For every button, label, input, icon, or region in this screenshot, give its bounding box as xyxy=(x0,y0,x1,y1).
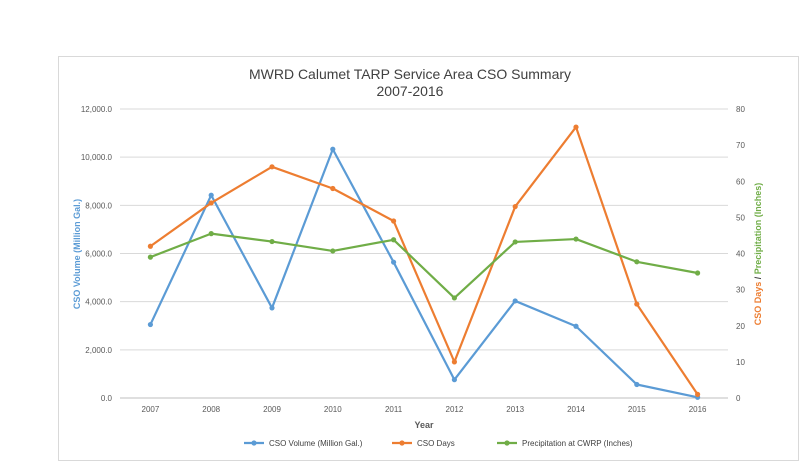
left-tick-label: 6,000.0 xyxy=(85,250,112,259)
x-tick-label: 2011 xyxy=(385,405,403,414)
data-point xyxy=(147,321,153,328)
right-axis-label-precip: Precipitation (Inches) xyxy=(753,183,763,275)
left-axis-label: CSO Volume (Million Gal.) xyxy=(72,199,82,309)
x-tick-label: 2009 xyxy=(263,405,281,414)
left-tick-label: 12,000.0 xyxy=(81,105,113,114)
right-tick-label: 70 xyxy=(736,141,745,150)
legend-marker xyxy=(251,440,257,446)
data-point xyxy=(391,237,397,243)
legend-marker xyxy=(504,440,510,446)
data-point xyxy=(330,146,336,152)
series-line-2 xyxy=(150,232,698,300)
series-line-1 xyxy=(149,125,699,396)
data-point xyxy=(451,359,457,365)
data-point xyxy=(147,243,153,249)
chart-title: MWRD Calumet TARP Service Area CSO Summa… xyxy=(249,66,571,82)
right-tick-label: 20 xyxy=(736,322,745,331)
series-lines xyxy=(147,124,701,400)
data-point xyxy=(269,305,275,311)
right-axis-label: CSO Days / Precipitation (Inches) xyxy=(753,183,763,326)
data-point xyxy=(451,377,457,383)
legend-label: Precipitation at CWRP (Inches) xyxy=(522,439,633,448)
x-tick-label: 2008 xyxy=(202,405,220,414)
gridlines xyxy=(120,108,728,351)
data-point xyxy=(634,381,640,388)
data-point xyxy=(330,185,336,192)
series-line-0 xyxy=(149,148,698,399)
legend-marker xyxy=(399,440,405,446)
chart-subtitle: 2007-2016 xyxy=(377,83,444,99)
left-tick-label: 4,000.0 xyxy=(85,298,112,307)
left-tick-label: 0.0 xyxy=(101,394,113,403)
data-point xyxy=(391,259,397,265)
right-tick-label: 40 xyxy=(736,250,745,259)
legend-label: CSO Days xyxy=(417,439,455,448)
data-point xyxy=(330,248,336,254)
data-point xyxy=(573,124,579,130)
data-point xyxy=(512,298,518,304)
data-point xyxy=(634,259,640,265)
right-axis-ticks: 0 10 20 30 40 50 60 70 80 xyxy=(736,105,745,403)
left-axis-ticks: 0.0 2,000.0 4,000.0 6,000.0 8,000.0 10,000.0 1… xyxy=(81,105,113,403)
x-tick-label: 2014 xyxy=(567,405,585,414)
data-point xyxy=(512,239,518,245)
data-point xyxy=(147,254,153,260)
data-point xyxy=(695,270,701,276)
left-tick-label: 10,000.0 xyxy=(81,153,113,162)
data-point xyxy=(695,391,701,397)
x-tick-label: 2010 xyxy=(324,405,342,414)
left-tick-label: 8,000.0 xyxy=(85,201,112,210)
data-point xyxy=(269,238,275,245)
legend: CSO Volume (Million Gal.) CSO Days Precipi… xyxy=(244,439,633,448)
legend-label: CSO Volume (Million Gal.) xyxy=(269,439,363,448)
right-tick-label: 30 xyxy=(736,286,745,295)
data-point xyxy=(208,231,214,237)
data-point xyxy=(573,236,579,242)
x-tick-label: 2007 xyxy=(142,405,160,414)
right-axis-label-days: CSO Days xyxy=(753,282,763,326)
data-point xyxy=(512,203,518,210)
right-tick-label: 50 xyxy=(736,213,745,222)
right-tick-label: 10 xyxy=(736,358,745,367)
x-axis-label: Year xyxy=(414,420,434,430)
x-axis-ticks: 2007 2008 2009 2010 2011 2012 2013 2014 2015 2016 xyxy=(142,405,708,414)
right-axis-label-separator: / xyxy=(753,274,763,282)
x-tick-label: 2013 xyxy=(506,405,524,414)
data-point xyxy=(208,192,214,198)
x-tick-label: 2016 xyxy=(689,405,707,414)
data-point xyxy=(634,301,640,307)
data-point xyxy=(208,200,214,206)
data-point xyxy=(391,218,397,224)
right-tick-label: 60 xyxy=(736,177,745,186)
data-point xyxy=(573,323,579,329)
left-tick-label: 2,000.0 xyxy=(85,346,112,355)
x-tick-label: 2015 xyxy=(628,405,646,414)
right-tick-label: 0 xyxy=(736,394,741,403)
data-point xyxy=(269,164,275,170)
right-tick-label: 80 xyxy=(736,105,745,114)
data-point xyxy=(451,295,457,301)
x-tick-label: 2012 xyxy=(446,405,464,414)
